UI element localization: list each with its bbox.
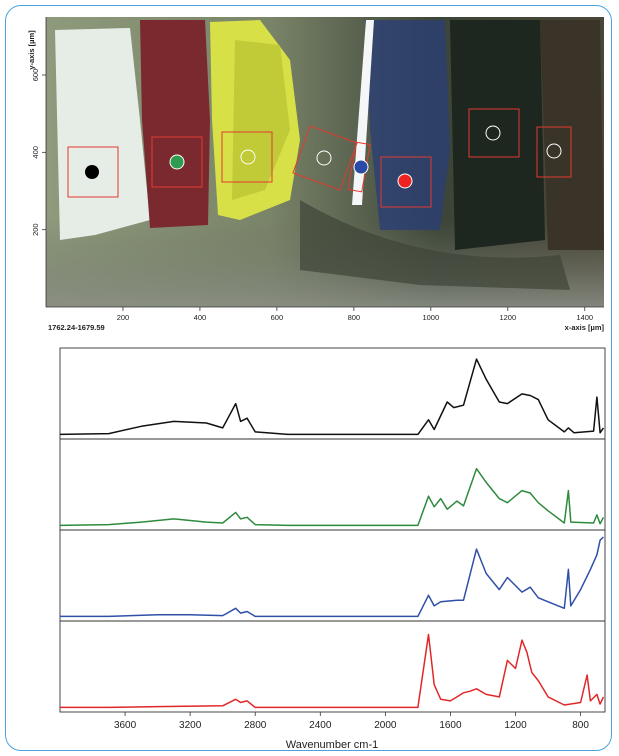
- micro-y-tick-label: 400: [31, 146, 40, 159]
- spectra-x-tick-label: 2800: [244, 720, 267, 731]
- spectra-x-tick-label: 800: [572, 720, 589, 731]
- micro-x-axis-label: x-axis [µm]: [565, 323, 605, 332]
- micro-x-tick-label: 200: [117, 313, 130, 322]
- spectra-lines: [59, 358, 605, 709]
- micro-x-ticks: 200 400 600 800 1000 1200 1400: [117, 307, 593, 322]
- spectra-x-tick-label: 3600: [114, 720, 137, 731]
- spectrum-line-4: [60, 633, 605, 709]
- spectra-x-ticks: 3600 3200 2800 2400 2000 1600 1200 800: [114, 712, 589, 731]
- olive-marker: [240, 149, 256, 165]
- selection-box-black: [67, 146, 119, 198]
- selection-boxes: [67, 108, 572, 208]
- micro-x-tick-label: 1200: [499, 313, 516, 322]
- selection-box-slant: [292, 125, 358, 191]
- micrograph: 200 400 600 800 1000 1200 1400 600 400 200 y-axi…: [27, 17, 605, 332]
- spectra-x-tick-label: 2400: [309, 720, 332, 731]
- micro-x-tick-label: 1000: [422, 313, 439, 322]
- micro-y-ticks: 600 400 200: [31, 69, 46, 236]
- figure-frame: [5, 5, 612, 751]
- micro-y-tick-label: 600: [31, 69, 40, 82]
- micro-x-tick-label: 600: [271, 313, 284, 322]
- spectra-x-tick-label: 2000: [374, 720, 397, 731]
- spectra-panels: [59, 347, 606, 713]
- spectrum-line-2: [59, 467, 605, 527]
- selection-box-right: [536, 126, 572, 178]
- dark-marker: [485, 125, 501, 141]
- spectra-x-axis-label: Wavenumber cm-1: [286, 739, 379, 751]
- selection-box-dark: [468, 108, 520, 158]
- spectrum-line-1: [59, 358, 605, 436]
- slant-marker: [316, 150, 332, 166]
- micro-x-tick-label: 400: [194, 313, 207, 322]
- selection-box-green: [151, 136, 203, 188]
- coordinate-readout: 1762.24-1679.59: [48, 323, 105, 332]
- spectra-x-tick-label: 3200: [179, 720, 202, 731]
- micrograph-image: [46, 17, 604, 307]
- selection-box-olive: [221, 131, 273, 183]
- spectra-x-tick-label: 1600: [439, 720, 462, 731]
- micro-x-tick-label: 1400: [576, 313, 593, 322]
- spectra-x-tick-label: 1200: [504, 720, 527, 731]
- spectrum-line-3: [60, 536, 604, 618]
- micro-y-axis-label: y-axis [µm]: [27, 30, 36, 70]
- black-marker: [85, 165, 99, 179]
- blue-marker: [353, 159, 369, 175]
- micro-axes: [45, 17, 604, 308]
- right-marker: [546, 143, 562, 159]
- green-marker: [169, 154, 185, 170]
- red-marker: [397, 173, 413, 189]
- selection-box-red: [380, 156, 432, 208]
- micro-x-tick-label: 800: [348, 313, 361, 322]
- micro-y-tick-label: 200: [31, 223, 40, 236]
- markers: [85, 125, 562, 189]
